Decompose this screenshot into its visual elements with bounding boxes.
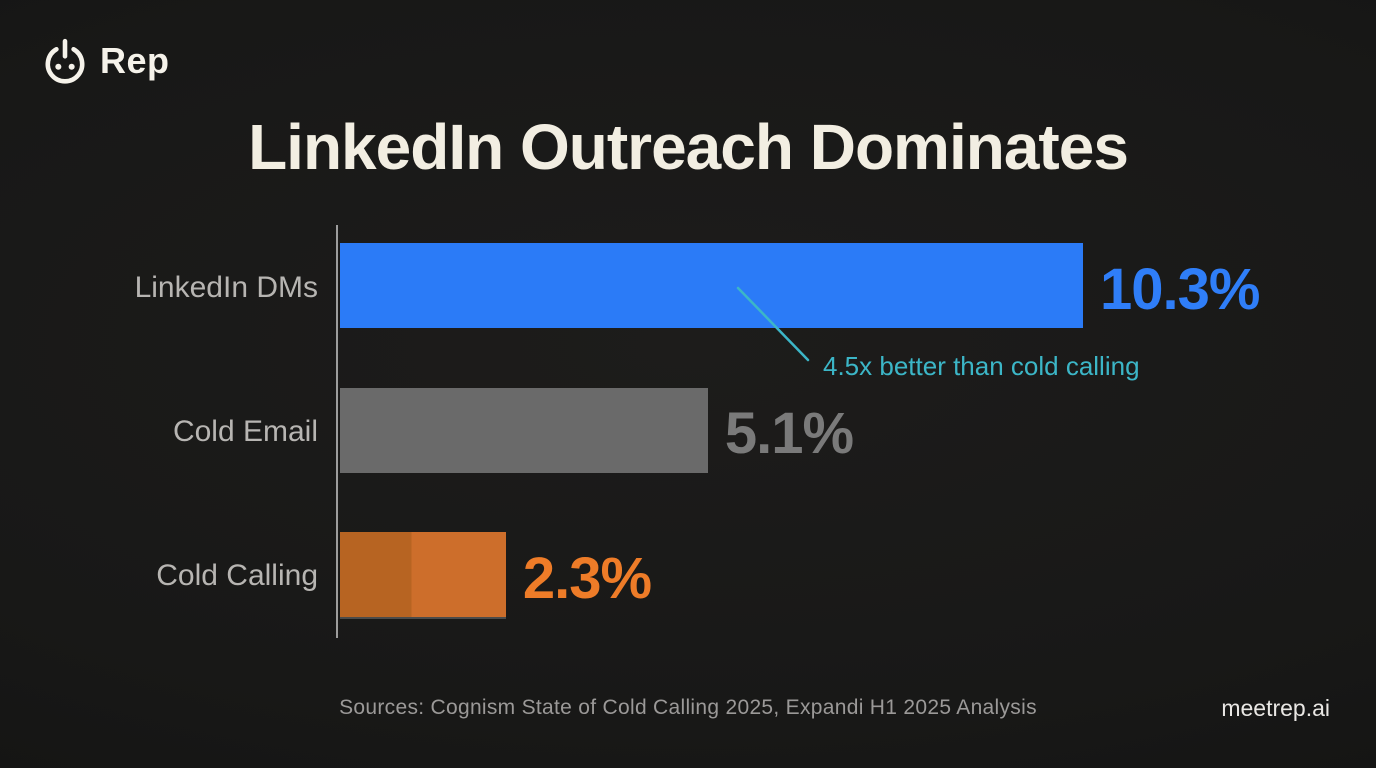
category-label-linkedin-dms: LinkedIn DMs [134, 271, 318, 304]
sources-note: Sources: Cognism State of Cold Calling 2… [339, 696, 1037, 719]
brand-name: Rep [100, 40, 170, 81]
bar-cold-email [340, 388, 708, 473]
annotation-text: 4.5x better than cold calling [823, 351, 1140, 381]
bar-linkedin-dms [340, 243, 1083, 328]
category-label-cold-email: Cold Email [172, 415, 318, 448]
brand-logo: Rep [40, 36, 170, 86]
value-label-linkedin-dms: 10.3% [1100, 257, 1260, 322]
site-credit: meetrep.ai [1221, 695, 1330, 721]
category-label-cold-calling: Cold Calling [156, 559, 318, 592]
y-axis-line [336, 225, 338, 638]
value-label-cold-email: 5.1% [724, 401, 854, 466]
value-label-cold-calling: 2.3% [522, 546, 652, 611]
bar-cold-calling [340, 532, 506, 617]
power-smiley-icon [40, 36, 90, 86]
page-title: LinkedIn Outreach Dominates [248, 111, 1129, 183]
